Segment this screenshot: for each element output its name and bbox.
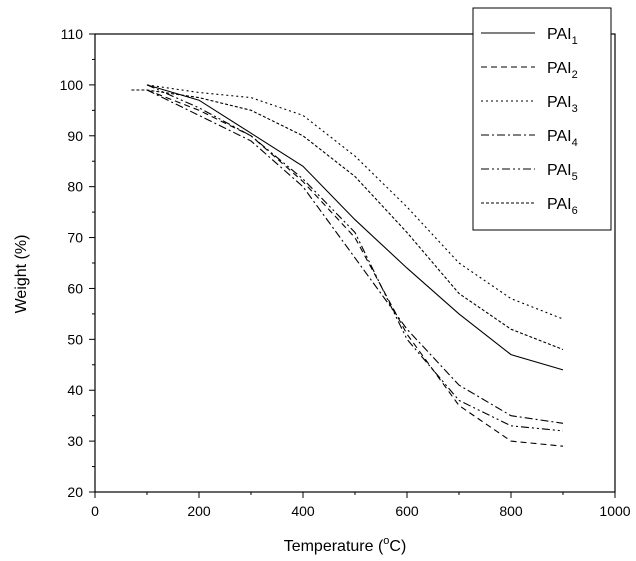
y-tick-label: 70	[67, 230, 83, 246]
y-tick-label: 20	[67, 484, 83, 500]
series-line-6	[131, 89, 564, 351]
series-line-5	[146, 84, 564, 432]
series-line-2	[146, 89, 564, 447]
y-axis-title: Weight (%)	[13, 235, 30, 314]
legend-label-5: PAI5	[547, 162, 578, 183]
x-tick-label: 600	[395, 503, 419, 519]
legend-label-6: PAI6	[547, 196, 578, 217]
legend-label-4: PAI4	[547, 128, 578, 149]
series-layer	[131, 84, 564, 447]
series-line-3	[146, 84, 564, 320]
y-tick-label: 50	[67, 331, 83, 347]
y-tick-label: 90	[67, 128, 83, 144]
legend-label-2: PAI2	[547, 60, 578, 81]
y-tick-label: 110	[61, 26, 84, 42]
legend-label-1: PAI1	[547, 26, 578, 47]
y-tick-label: 80	[67, 179, 83, 195]
legend-box	[472, 7, 612, 231]
legend: PAI1 PAI2 PAI3 PAI4 PAI5 PAI6	[472, 7, 612, 231]
y-tick-label: 60	[67, 280, 83, 296]
y-tick-label: 40	[67, 382, 83, 398]
x-axis-title: Temperature (oC)	[284, 535, 407, 555]
legend-label-3: PAI3	[547, 94, 578, 115]
y-tick-label: 30	[67, 433, 83, 449]
x-tick-label: 800	[499, 503, 523, 519]
x-tick-label: 0	[91, 503, 99, 519]
series-line-1	[146, 84, 564, 371]
x-tick-label: 400	[291, 503, 315, 519]
x-tick-label: 200	[187, 503, 211, 519]
axis-ticks: 0 200 400 600 800 1000 20 30 40 50 60 70 80 90 100 110	[60, 26, 631, 519]
y-tick-label: 100	[60, 77, 84, 93]
x-tick-label: 1000	[599, 503, 630, 519]
series-line-4	[146, 89, 564, 424]
